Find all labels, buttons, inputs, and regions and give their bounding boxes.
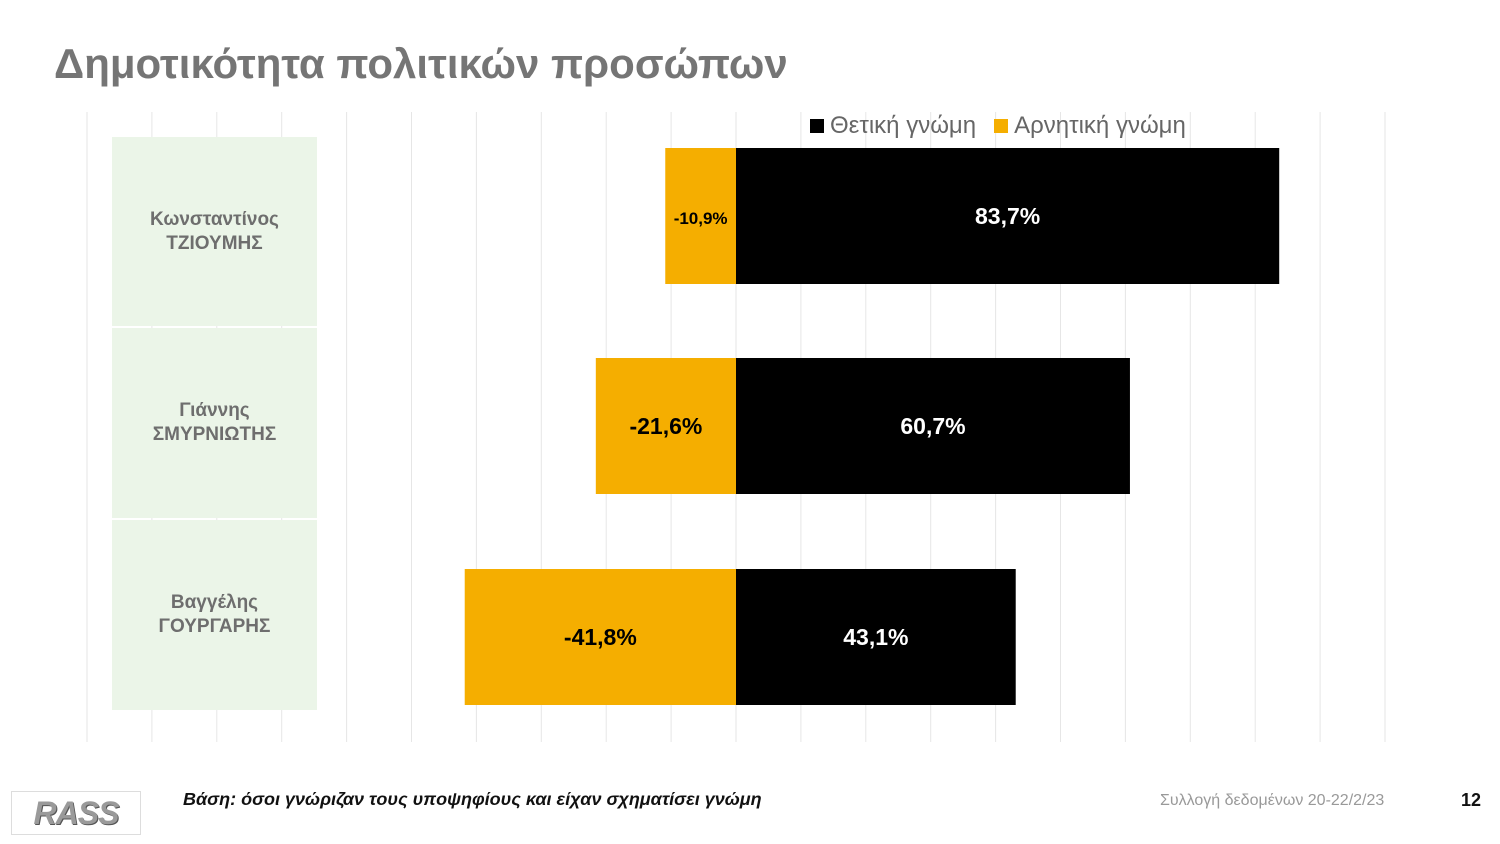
data-label: 83,7% xyxy=(975,203,1040,229)
category-label: Βαγγέλης ΓΟΥΡΓΑΡΗΣ xyxy=(112,520,317,710)
legend: Θετική γνώμη Αρνητική γνώμη xyxy=(810,112,1186,140)
last-name: ΤΖΙΟΥΜΗΣ xyxy=(166,232,263,254)
data-label: -41,8% xyxy=(564,624,637,650)
legend-label: Αρνητική γνώμη xyxy=(1014,112,1186,139)
rass-logo: RASS xyxy=(11,791,141,835)
last-name: ΣΜΥΡΝΙΩΤΗΣ xyxy=(152,424,277,445)
legend-item-positive: Θετική γνώμη xyxy=(810,112,976,140)
page-title: Δημοτικότητα πολιτικών προσώπων xyxy=(54,40,788,87)
data-label: -10,9% xyxy=(674,209,728,228)
bar-positive xyxy=(736,569,1016,705)
legend-swatch xyxy=(810,119,824,133)
data-label: -21,6% xyxy=(629,413,702,439)
last-name: ΓΟΥΡΓΑΡΗΣ xyxy=(158,616,271,637)
data-label: 43,1% xyxy=(843,624,908,650)
legend-swatch xyxy=(994,119,1009,133)
first-name: Γιάννης xyxy=(179,400,250,421)
bar-positive xyxy=(736,358,1130,494)
first-name: Βαγγέλης xyxy=(170,592,259,613)
data-collection-date: Συλλογή δεδομένων 20-22/2/23 xyxy=(1160,792,1385,809)
first-name: Κωνσταντίνος xyxy=(150,208,279,230)
data-label: 60,7% xyxy=(900,413,965,439)
bar-positive xyxy=(736,148,1280,284)
base-note: Βάση: όσοι γνώριζαν τους υποψηφίους και … xyxy=(183,789,762,809)
category-label: Γιάννης ΣΜΥΡΝΙΩΤΗΣ xyxy=(112,328,317,518)
legend-label: Θετική γνώμη xyxy=(830,112,977,139)
page-number: 12 xyxy=(1461,790,1482,810)
bar-negative xyxy=(595,358,736,494)
category-label: Κωνσταντίνος ΤΖΙΟΥΜΗΣ xyxy=(112,137,317,326)
bar-negative xyxy=(665,148,736,284)
bar-negative xyxy=(464,569,736,705)
legend-item-negative: Αρνητική γνώμη xyxy=(994,112,1186,140)
